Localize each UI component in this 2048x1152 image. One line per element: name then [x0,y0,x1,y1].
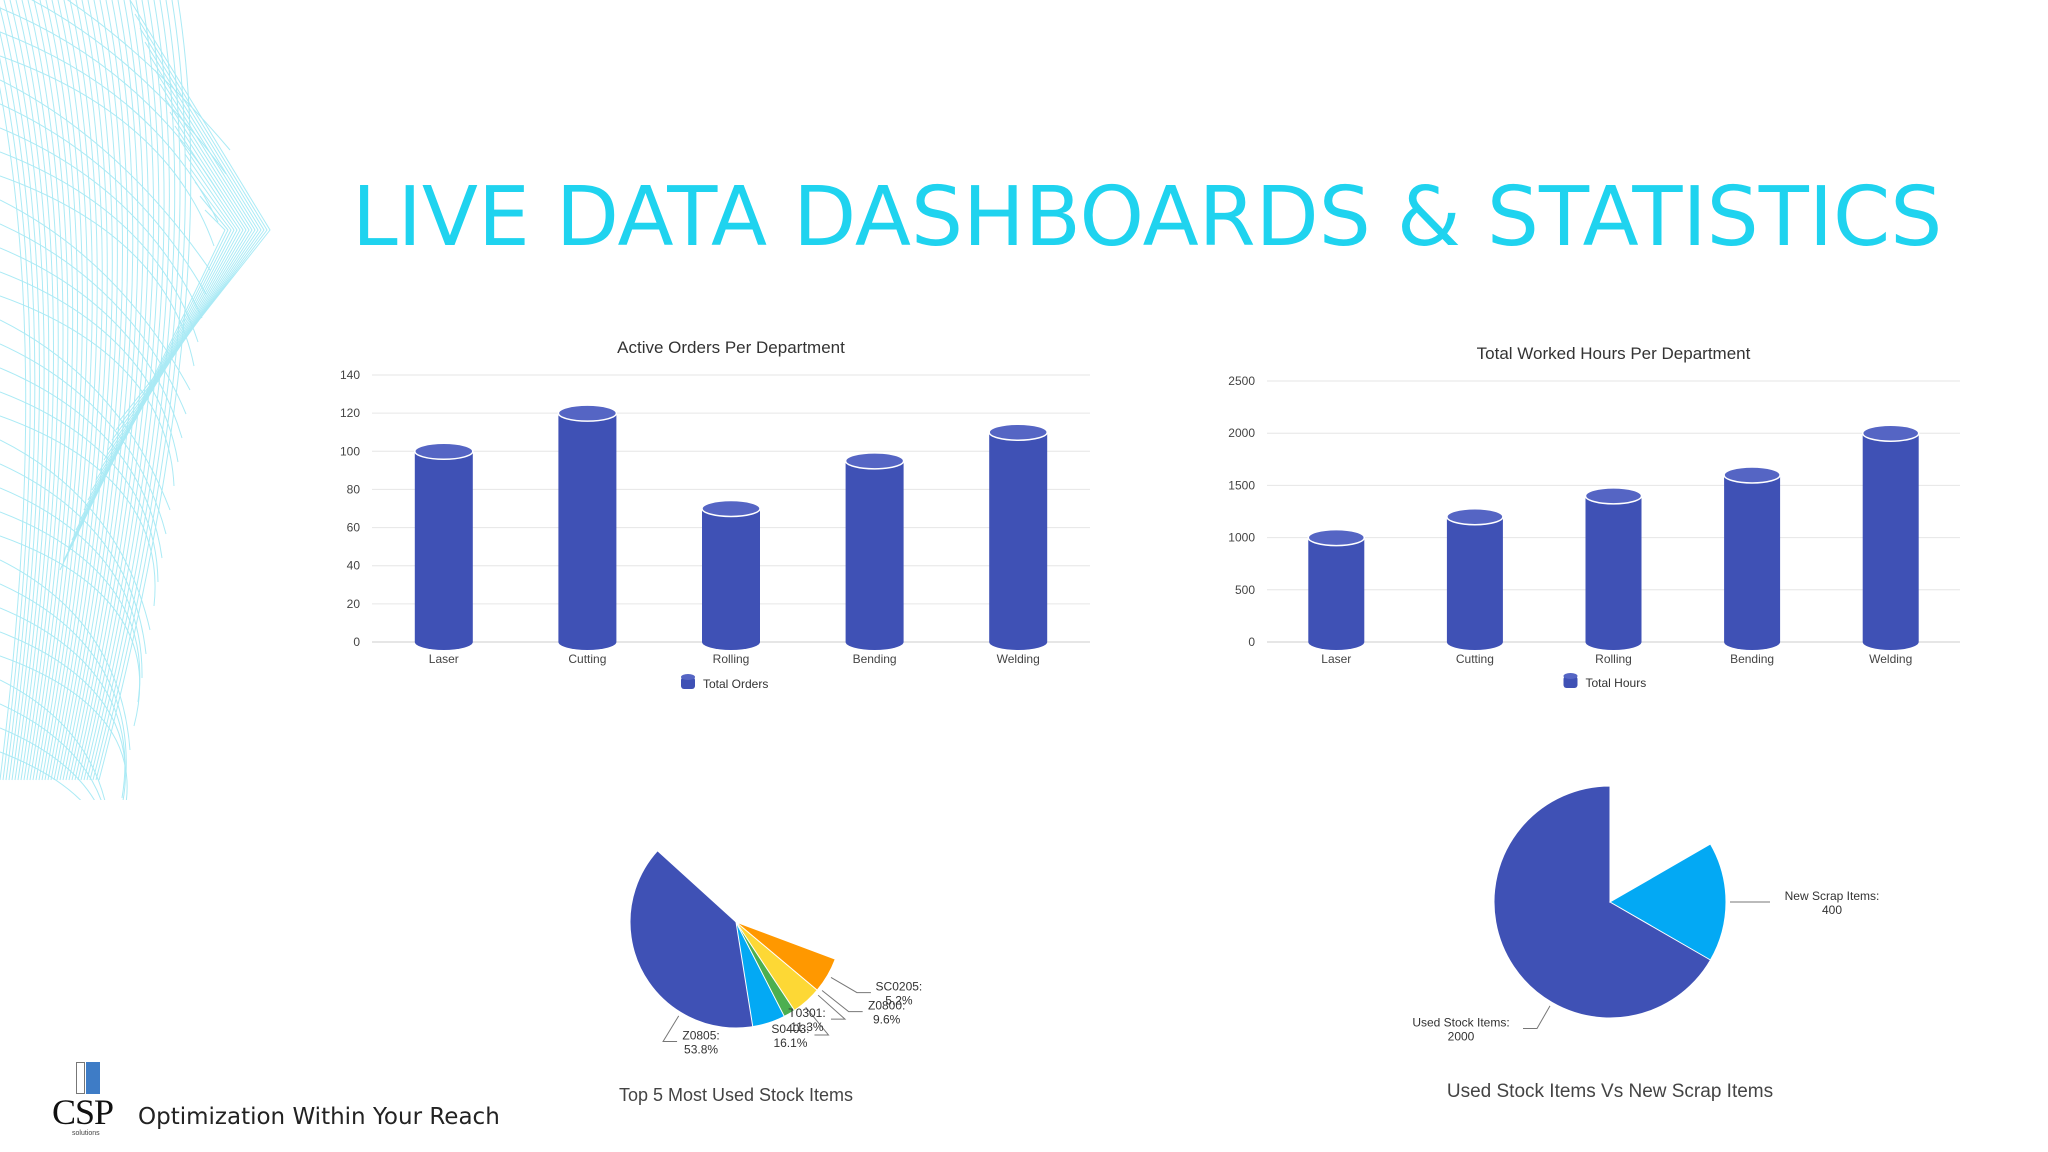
wireframe-decoration [0,0,271,800]
bar0-title: Active Orders Per Department [617,338,845,357]
pie1-slice-value: 2000 [1448,1029,1475,1043]
bar1-bar [1723,466,1781,650]
pie1-leader-line [1523,1005,1551,1029]
bar0-ytick: 140 [340,368,360,382]
bar0-ytick: 40 [347,559,361,573]
pie1-title: Used Stock Items Vs New Scrap Items [1447,1081,1773,1102]
logo-subtext: solutions [72,1130,100,1137]
bar1-legend-label: Total Hours [1586,676,1647,690]
bar1-ytick: 2500 [1228,374,1255,388]
bar1-ytick: 500 [1235,583,1255,597]
pie0-leader-line [821,990,863,1013]
pie1-slice-label: Used Stock Items: [1412,1015,1509,1029]
pie0-leader-line [817,994,847,1020]
bar0-ytick: 120 [340,406,360,420]
bar1-xtick: Bending [1730,652,1774,666]
pie0-slice-value: 11.3% [790,1020,823,1034]
pie0-slice-value: 5.2% [885,994,913,1008]
bar1-title: Total Worked Hours Per Department [1477,344,1751,363]
pie0-slice-label: SC0205: [876,980,923,994]
csp-logo: CSP solutions [52,1062,130,1137]
pie1-slice-label: New Scrap Items: [1785,889,1880,903]
logo-text: CSP [52,1092,114,1132]
bar1-bar [1584,487,1643,650]
pie0-slice [735,921,836,991]
bar0-ytick: 80 [347,482,361,496]
pie1-slice [1608,843,1727,961]
pie0-slice-label: Z0800: [868,999,905,1013]
pie0-slice-label: S0403: [771,1022,809,1036]
slide-title: LIVE DATA DASHBOARDS & STATISTICS [352,170,1943,265]
bar1-xtick: Welding [1869,652,1912,666]
bar0-ytick: 20 [347,597,361,611]
bar1-xtick: Cutting [1456,652,1494,666]
bar1-legend: Total Hours [1563,673,1647,690]
bar0-ytick: 0 [353,635,360,649]
bar1-xtick: Laser [1321,652,1351,666]
bar0-bar [414,442,474,650]
bar1-ytick: 1500 [1228,478,1255,492]
bar1-ytick: 0 [1248,635,1255,649]
bar1-xtick: Rolling [1595,652,1632,666]
bar0-bar [844,452,905,650]
bar0-bar [557,404,618,650]
bar0-bar [701,499,761,650]
pie1-slice-value: 400 [1822,903,1842,917]
bar0-xtick: Laser [429,652,459,666]
pie0-leader-line [805,1006,830,1036]
bar1-ytick: 2000 [1228,426,1255,440]
pie0-leader-line [662,1015,680,1043]
pie0-slice-value: 9.6% [873,1013,901,1027]
bar0-xtick: Cutting [568,652,606,666]
bar1-ytick: 1000 [1228,531,1255,545]
pie0-slice-label: T0301: [788,1006,825,1020]
bar0-ytick: 100 [340,444,360,458]
bar0-bar [988,423,1048,650]
pie0-slice-value: 16.1% [773,1036,807,1050]
bar0-xtick: Welding [997,652,1040,666]
bar1-bar [1446,507,1504,650]
bar0-xtick: Rolling [713,652,750,666]
pie0-leader-line [830,977,871,994]
footer-tagline: Optimization Within Your Reach [138,1104,500,1130]
bar1-bar [1861,424,1920,650]
bar1-bar [1307,528,1366,650]
bar0-xtick: Bending [853,652,897,666]
bar0-legend-label: Total Orders [703,677,768,691]
pie0-slice-label: Z0805: [682,1029,719,1043]
pie0-slice-value: 53.8% [684,1043,718,1057]
pie0-title: Top 5 Most Used Stock Items [619,1085,853,1105]
bar0-legend: Total Orders [681,674,768,691]
logo-bars [76,1062,102,1094]
bar0-ytick: 60 [347,521,361,535]
